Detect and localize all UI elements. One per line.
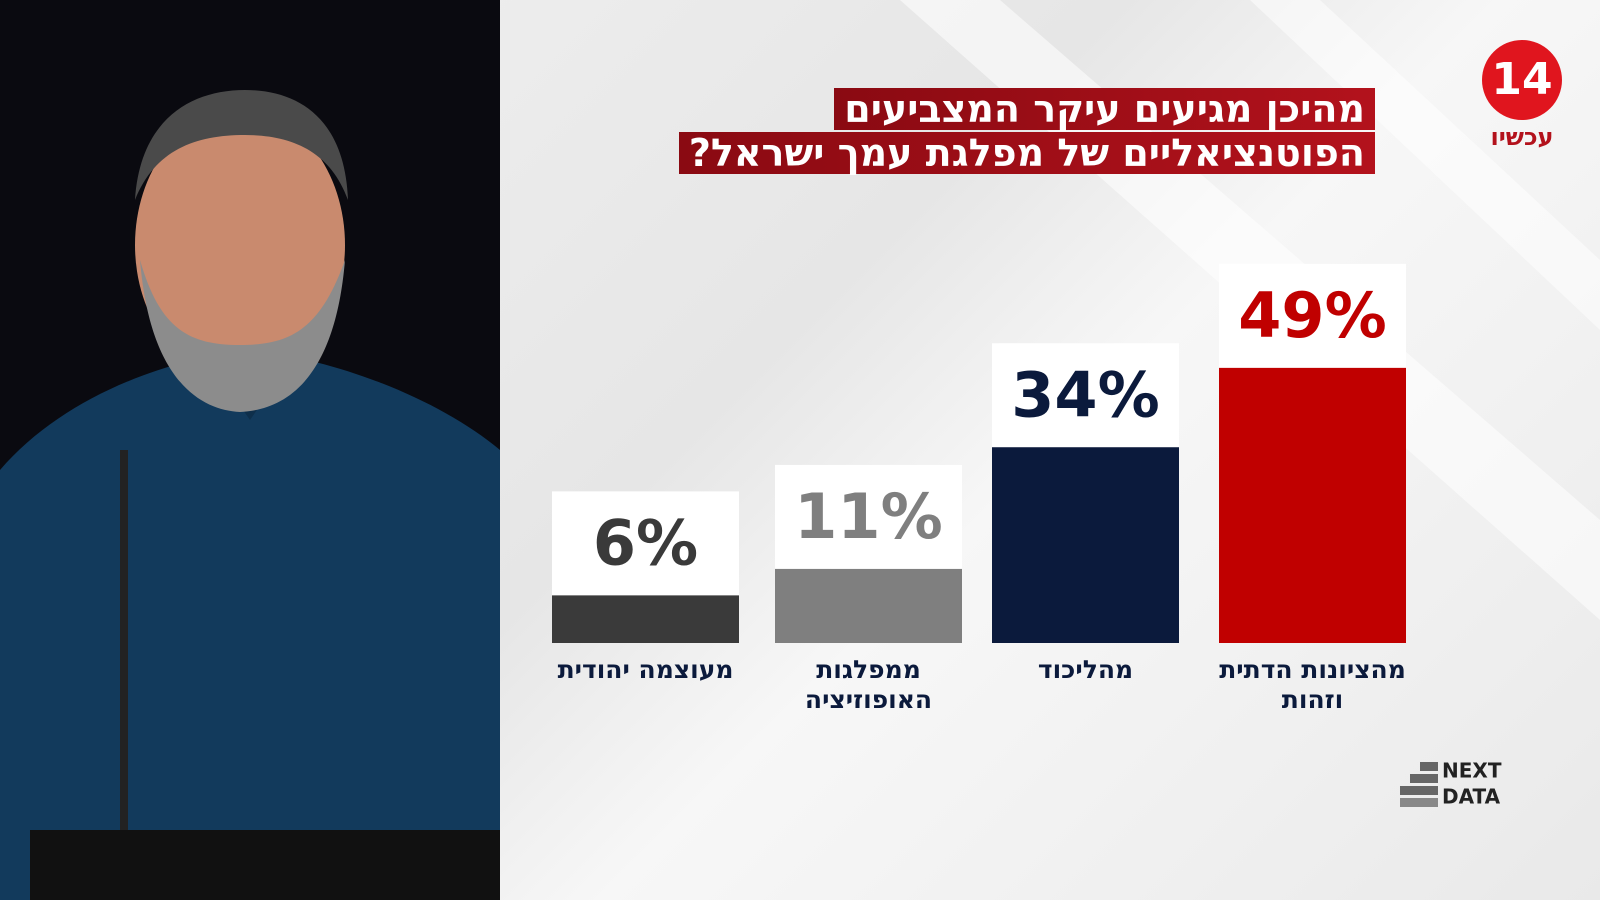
source-logo-text: DATA	[1442, 785, 1501, 809]
photo-mic	[120, 450, 128, 850]
photo-hair	[135, 90, 348, 200]
title-line: הפוטנציאליים של מפלגת עמך ישראל?	[678, 132, 1375, 174]
category-label: מעוצמה יהודית	[557, 655, 734, 684]
category-label: מהליכוד	[1037, 655, 1134, 684]
value-label: 49%	[1238, 279, 1386, 352]
logo-name: עכשיו	[1490, 123, 1553, 151]
value-box	[552, 491, 739, 596]
source-logo-block	[1410, 774, 1438, 783]
title-line: מהיכן מגיעים עיקר המצביעים	[834, 88, 1375, 130]
logo-circle	[1482, 40, 1562, 120]
value-label: 11%	[794, 480, 942, 553]
bar	[1219, 367, 1406, 643]
source-logo-block	[1400, 786, 1438, 795]
bar	[992, 447, 1179, 643]
photo-shirt	[0, 350, 500, 900]
chart-title: מהיכן מגיעים עיקר המצביעים הפוטנציאליים …	[678, 88, 1375, 176]
photo-face	[135, 110, 345, 380]
value-label: 34%	[1011, 358, 1159, 431]
value-box	[992, 343, 1179, 448]
value-box	[775, 464, 962, 569]
photo-podium	[30, 830, 500, 900]
logo-number: 14	[1491, 54, 1552, 105]
photo-beard	[140, 260, 345, 412]
category-label: ממפלגות האופוזיציה	[804, 655, 933, 714]
bar	[552, 595, 739, 643]
value-label: 6%	[593, 506, 698, 579]
category-label: מהציונות הדתית וזהות	[1219, 655, 1406, 714]
value-box	[1219, 263, 1406, 368]
source-logo-block	[1420, 762, 1438, 771]
source-logo-block	[1400, 798, 1438, 807]
streak	[1250, 0, 1600, 330]
source-logo-text: NEXT	[1442, 759, 1502, 783]
bar	[775, 568, 962, 643]
